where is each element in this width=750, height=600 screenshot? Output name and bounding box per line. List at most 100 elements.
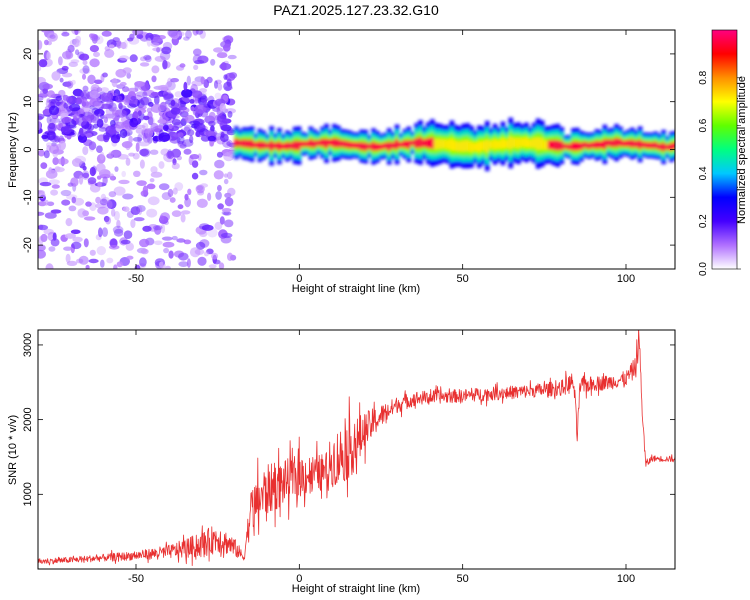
heatmap-cell xyxy=(199,183,209,188)
heatmap-cell xyxy=(213,170,224,180)
heatmap-cell xyxy=(213,259,221,265)
heatmap-cell xyxy=(181,210,191,215)
heatmap-cell xyxy=(590,141,596,149)
x-tick-label: -50 xyxy=(128,273,144,285)
heatmap-cell xyxy=(111,109,120,116)
heatmap-cell xyxy=(195,241,206,250)
heatmap-cell xyxy=(187,188,192,195)
heatmap-cell xyxy=(138,141,150,147)
heatmap-cell xyxy=(135,127,143,134)
heatmap-cell xyxy=(99,198,108,206)
heatmap-cell xyxy=(265,142,271,149)
heatmap-cell xyxy=(185,30,192,39)
heatmap-cell xyxy=(157,84,169,91)
x-tick-label: 100 xyxy=(617,573,635,585)
heatmap-cell xyxy=(64,117,70,124)
spectrogram-x-label: Height of straight line (km) xyxy=(292,283,420,295)
heatmap-cell xyxy=(44,39,49,46)
heatmap-cell xyxy=(115,95,123,103)
heatmap-cell xyxy=(129,33,135,40)
colorbar-gradient xyxy=(712,30,737,269)
heatmap-cell xyxy=(402,140,408,148)
heatmap-cell xyxy=(40,233,48,243)
heatmap-cell xyxy=(277,141,282,151)
colorbar-frame xyxy=(711,29,738,270)
heatmap-cell xyxy=(73,197,85,206)
heatmap-cell xyxy=(531,137,537,148)
heatmap-band xyxy=(234,117,675,172)
heatmap-cell xyxy=(461,140,467,152)
heatmap-cells xyxy=(38,30,675,269)
heatmap-cell xyxy=(673,141,675,150)
heatmap-cell xyxy=(528,139,533,148)
heatmap-cell xyxy=(58,140,66,151)
spectrogram-x-axis: -50 0 50 100 xyxy=(128,30,635,285)
heatmap-cell xyxy=(71,196,77,204)
heatmap-cell xyxy=(191,90,203,98)
heatmap-cell xyxy=(47,90,55,98)
heatmap-cell xyxy=(210,58,216,66)
heatmap-cell xyxy=(120,41,127,50)
heatmap-cell xyxy=(208,264,217,269)
heatmap-cell xyxy=(112,225,124,234)
heatmap-cell xyxy=(95,163,106,173)
heatmap-cell xyxy=(160,212,170,222)
heatmap-cell xyxy=(162,241,175,248)
heatmap-cell xyxy=(108,245,120,250)
heatmap-cell xyxy=(140,148,151,158)
heatmap-cell xyxy=(97,181,102,188)
heatmap-cell xyxy=(45,100,52,108)
heatmap-cell xyxy=(657,143,663,150)
heatmap-cell xyxy=(67,182,74,187)
heatmap-cell xyxy=(87,74,96,85)
heatmap-cell xyxy=(457,141,463,152)
heatmap-cell xyxy=(139,159,145,169)
heatmap-cell xyxy=(168,123,173,129)
heatmap-cell xyxy=(219,216,225,225)
heatmap-cell xyxy=(82,85,89,92)
heatmap-cell xyxy=(218,262,225,269)
heatmap-cell xyxy=(160,148,170,156)
heatmap-cell xyxy=(516,137,521,149)
heatmap-cell xyxy=(158,102,169,111)
heatmap-cell xyxy=(121,170,126,178)
heatmap-cell xyxy=(157,119,167,124)
y-tick-label: -20 xyxy=(22,237,34,253)
heatmap-cell xyxy=(115,68,127,78)
heatmap-cell xyxy=(48,246,56,252)
heatmap-cell xyxy=(214,159,225,169)
heatmap-cell xyxy=(39,181,52,187)
heatmap-cell xyxy=(168,30,179,39)
heatmap-cell xyxy=(97,206,109,215)
heatmap-cell xyxy=(62,94,69,101)
heatmap-cell xyxy=(84,123,95,132)
y-tick-label: 10 xyxy=(22,96,34,108)
heatmap-cell xyxy=(304,141,310,147)
heatmap-cell xyxy=(203,102,210,108)
heatmap-cell xyxy=(138,105,147,110)
heatmap-cell xyxy=(150,103,163,114)
heatmap-cell xyxy=(359,142,365,151)
heatmap-cell xyxy=(171,235,178,241)
snr-panel: -50 0 50 100 1000 2000 3000 Height of straigh… xyxy=(7,329,676,595)
y-tick-label: 3000 xyxy=(22,333,34,357)
heatmap-cell xyxy=(453,140,459,152)
heatmap-cell xyxy=(87,109,95,120)
colorbar-tick-label: 0.2 xyxy=(698,214,709,228)
heatmap-cell xyxy=(82,146,89,156)
heatmap-cell xyxy=(167,188,174,198)
heatmap-cell xyxy=(563,143,568,149)
heatmap-cell xyxy=(110,124,116,130)
heatmap-cell xyxy=(211,252,219,260)
heatmap-cell xyxy=(145,32,154,41)
heatmap-cell xyxy=(182,107,190,113)
heatmap-cell xyxy=(70,59,80,64)
heatmap-cell xyxy=(199,230,208,238)
heatmap-cell xyxy=(167,149,173,159)
heatmap-cell xyxy=(174,91,183,98)
heatmap-cell xyxy=(594,140,600,149)
heatmap-cell xyxy=(71,79,76,85)
heatmap-cell xyxy=(82,65,90,74)
y-tick-label: 20 xyxy=(22,48,34,60)
heatmap-cell xyxy=(125,242,134,251)
